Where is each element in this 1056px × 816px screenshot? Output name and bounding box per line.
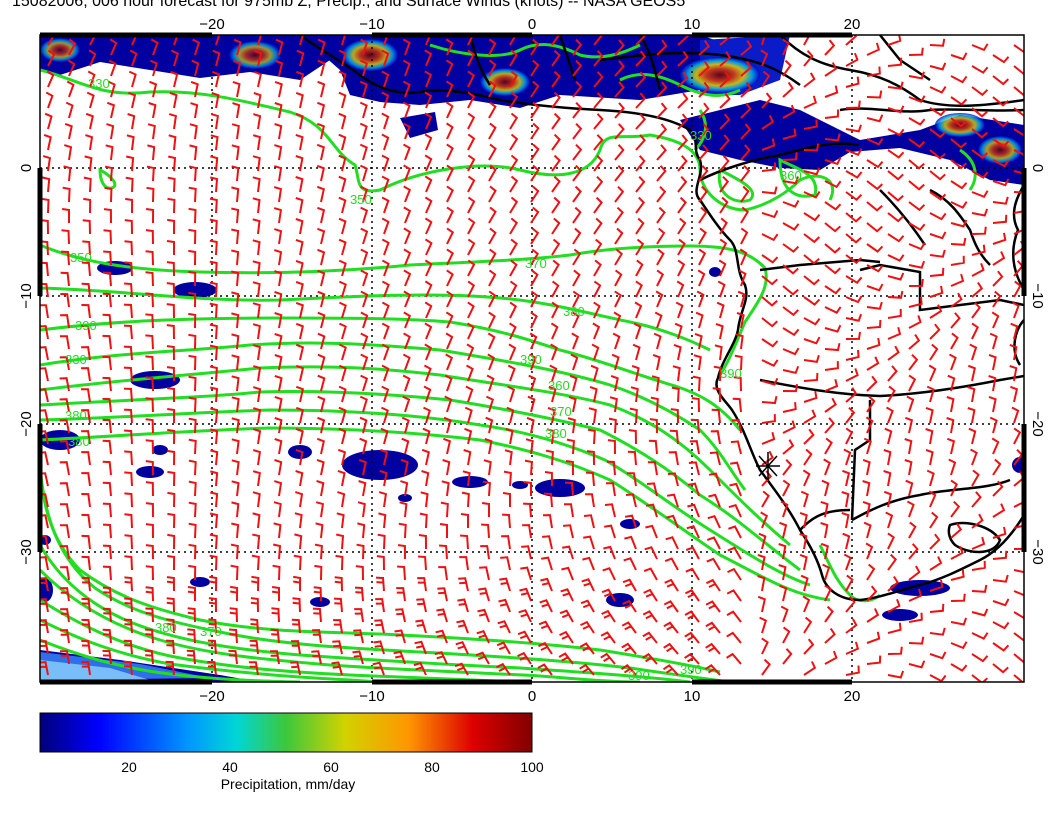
lon-tick-label: −20 bbox=[199, 16, 224, 33]
lat-tick-label: −20 bbox=[1029, 411, 1046, 436]
lat-tick-label: −30 bbox=[1029, 539, 1046, 564]
lon-tick-label: −10 bbox=[359, 16, 384, 33]
contour-label: 390 bbox=[628, 668, 650, 683]
lon-tick-label: −20 bbox=[199, 688, 224, 705]
contour-label: 380 bbox=[545, 426, 567, 441]
right-axis-labels: 0 −10 −20 −30 bbox=[1029, 164, 1046, 565]
contour-label: 370 bbox=[200, 624, 222, 639]
lat-tick-label: 0 bbox=[1029, 164, 1046, 172]
contour-label: 390 bbox=[680, 662, 702, 677]
contour-label: 330 bbox=[65, 352, 87, 367]
lon-tick-label: −10 bbox=[359, 688, 384, 705]
contour-label: 380 bbox=[65, 408, 87, 423]
contour-label: 380 bbox=[155, 620, 177, 635]
colorbar-title: Precipitation, mm/day bbox=[220, 776, 356, 792]
contour-label: 360 bbox=[780, 168, 802, 183]
colorbar-tick-label: 80 bbox=[424, 759, 440, 775]
contour-label: 390 bbox=[520, 352, 542, 367]
lon-tick-label: 0 bbox=[528, 688, 536, 705]
lon-tick-label: 10 bbox=[684, 688, 701, 705]
location-star-marker bbox=[756, 452, 780, 480]
lon-tick-label: 0 bbox=[528, 16, 536, 33]
bottom-axis-labels: −20 −10 0 10 20 bbox=[199, 688, 860, 705]
contour-label: 370 bbox=[525, 256, 547, 271]
contour-label: 350 bbox=[350, 192, 372, 207]
left-axis-labels: 0 −10 −20 −30 bbox=[18, 164, 35, 565]
colorbar-gradient bbox=[39, 712, 533, 753]
contour-label: 380 bbox=[563, 304, 585, 319]
colorbar-tick-label: 60 bbox=[323, 759, 339, 775]
contour-label: 350 bbox=[70, 250, 92, 265]
lat-tick-label: −30 bbox=[18, 539, 35, 564]
lat-tick-label: 0 bbox=[18, 164, 35, 172]
lon-tick-label: 10 bbox=[684, 16, 701, 33]
contour-label: 370 bbox=[550, 404, 572, 419]
lon-tick-label: 20 bbox=[844, 688, 861, 705]
top-axis-labels: −20 −10 0 10 20 bbox=[199, 16, 860, 33]
contour-label-layer: 330 350 370 380 390 360 370 380 390 350 … bbox=[65, 76, 802, 683]
contour-label: 360 bbox=[548, 378, 570, 393]
lat-tick-label: −10 bbox=[18, 283, 35, 308]
contour-label: 390 bbox=[75, 318, 97, 333]
contour-label: 330 bbox=[690, 128, 712, 143]
lat-tick-label: −20 bbox=[18, 411, 35, 436]
contour-label: 380 bbox=[68, 434, 90, 449]
frame-ticks bbox=[37, 32, 1027, 685]
contour-label: 390 bbox=[720, 366, 742, 381]
wind-barb-set bbox=[40, 35, 1024, 682]
map-title: 15082006, 006 hour forecast for 975mb Z,… bbox=[12, 0, 686, 10]
precipitation-colorbar: 20 40 60 80 100 bbox=[39, 712, 544, 775]
colorbar-tick-label: 40 bbox=[222, 759, 238, 775]
lat-tick-label: −10 bbox=[1029, 283, 1046, 308]
colorbar-tick-label: 100 bbox=[520, 759, 544, 775]
wind-barbs bbox=[40, 35, 1024, 682]
lon-tick-label: 20 bbox=[844, 16, 861, 33]
colorbar-tick-label: 20 bbox=[121, 759, 137, 775]
contour-label: 330 bbox=[88, 76, 110, 91]
